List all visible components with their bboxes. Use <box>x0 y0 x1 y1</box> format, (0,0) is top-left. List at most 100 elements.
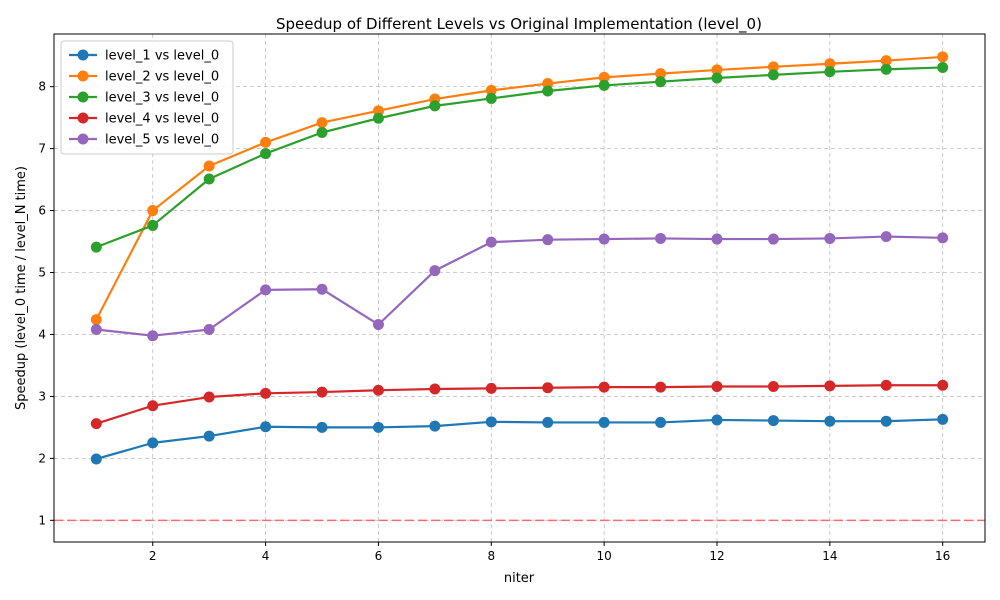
series-line <box>95 384 943 425</box>
data-point <box>880 63 892 75</box>
data-point <box>655 68 667 80</box>
x-tick-label: 16 <box>935 549 950 563</box>
data-point <box>260 421 272 433</box>
data-point <box>598 416 610 428</box>
legend-marker <box>77 91 89 103</box>
legend-label: level_1 vs level_0 <box>105 49 219 64</box>
data-point <box>147 205 159 217</box>
data-point <box>90 324 102 336</box>
data-point <box>542 416 554 428</box>
data-point <box>711 233 723 245</box>
y-tick-label: 2 <box>38 451 46 465</box>
y-tick-label: 6 <box>38 204 46 218</box>
y-tick-label: 1 <box>38 513 46 527</box>
data-point <box>598 71 610 83</box>
series-line <box>96 235 943 337</box>
data-point <box>485 92 497 104</box>
legend-label: level_4 vs level_0 <box>105 112 219 127</box>
y-tick-label: 8 <box>38 80 46 94</box>
data-point <box>429 265 441 277</box>
data-point <box>147 330 159 342</box>
data-point <box>655 232 667 244</box>
data-point <box>711 72 723 84</box>
series-layer <box>90 51 949 465</box>
series-line <box>96 418 943 461</box>
data-point <box>316 117 328 129</box>
data-point <box>316 386 328 398</box>
legend-label: level_2 vs level_0 <box>105 70 219 85</box>
data-point <box>655 76 667 88</box>
legend-item: level_5 vs level_0 <box>69 133 219 148</box>
y-tick-label: 4 <box>38 327 46 341</box>
y-tick-label: 3 <box>38 389 46 403</box>
x-tick-label: 2 <box>149 549 157 563</box>
data-point <box>824 58 836 70</box>
data-point <box>824 232 836 244</box>
legend-marker <box>77 133 89 145</box>
data-point <box>485 382 497 394</box>
data-point <box>90 453 102 465</box>
data-point <box>655 381 667 393</box>
x-tick-label: 12 <box>709 549 724 563</box>
data-point <box>824 380 836 392</box>
data-point <box>711 381 723 393</box>
plot-frame <box>53 33 986 543</box>
data-point <box>203 324 215 336</box>
legend-box <box>60 40 234 155</box>
data-point <box>372 421 384 433</box>
data-point <box>937 61 949 73</box>
data-point <box>655 416 667 428</box>
data-point <box>260 387 272 399</box>
data-point <box>598 233 610 245</box>
data-point <box>824 66 836 78</box>
data-point <box>316 421 328 433</box>
data-point <box>880 55 892 67</box>
x-tick-label: 4 <box>262 549 270 563</box>
x-tick-label: 14 <box>822 549 837 563</box>
series-4 <box>90 379 949 430</box>
data-point <box>429 420 441 432</box>
x-tick-label: 6 <box>375 549 383 563</box>
data-point <box>767 233 779 245</box>
data-point <box>485 236 497 248</box>
legend-item: level_2 vs level_0 <box>69 70 219 85</box>
chart-title: Speedup of Different Levels vs Original … <box>276 15 762 34</box>
data-point <box>542 85 554 97</box>
x-axis-label: niter <box>504 571 535 586</box>
data-point <box>598 381 610 393</box>
data-point <box>260 284 272 296</box>
data-point <box>316 127 328 139</box>
data-point <box>260 136 272 148</box>
data-point <box>880 231 892 243</box>
x-tick-label: 8 <box>487 549 495 563</box>
data-point <box>937 413 949 425</box>
legend-label: level_5 vs level_0 <box>105 133 219 148</box>
data-point <box>937 51 949 63</box>
data-point <box>767 415 779 427</box>
data-point <box>90 418 102 430</box>
legend-marker <box>77 70 89 82</box>
data-point <box>372 112 384 124</box>
data-point <box>937 379 949 391</box>
y-tick-label: 7 <box>38 142 46 156</box>
data-point <box>767 381 779 393</box>
series-5 <box>90 231 949 342</box>
data-point <box>485 416 497 428</box>
data-point <box>147 400 159 412</box>
data-point <box>880 379 892 391</box>
series-line <box>95 55 943 321</box>
series-1 <box>90 413 949 465</box>
data-point <box>372 384 384 396</box>
data-point <box>937 232 949 244</box>
y-tick-label: 5 <box>38 266 46 280</box>
data-point <box>260 148 272 160</box>
legend: level_1 vs level_0 level_2 vs level_0leve… <box>60 40 234 155</box>
data-point <box>485 84 497 96</box>
data-point <box>147 219 159 231</box>
data-point <box>598 79 610 91</box>
data-point <box>372 319 384 331</box>
data-point <box>203 160 215 172</box>
data-point <box>880 415 892 427</box>
